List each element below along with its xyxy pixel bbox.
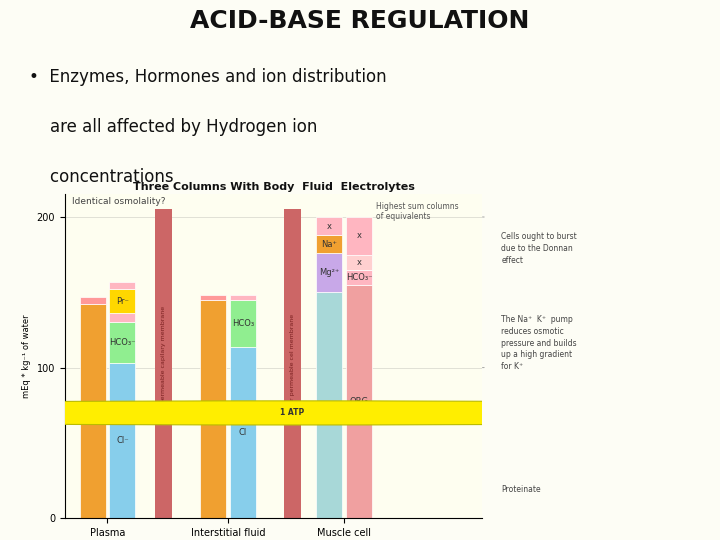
Text: x: x xyxy=(327,221,332,231)
Bar xyxy=(316,253,342,292)
Text: Proteinate: Proteinate xyxy=(501,485,541,494)
Text: Na⁺: Na⁺ xyxy=(321,240,337,248)
Text: Na⁺: Na⁺ xyxy=(85,407,101,416)
Bar xyxy=(109,313,135,322)
Text: are all affected by Hydrogen ion: are all affected by Hydrogen ion xyxy=(29,118,318,136)
Bar xyxy=(80,305,106,518)
Text: Mg²⁺: Mg²⁺ xyxy=(319,268,339,277)
Text: 3 Na⁺: 3 Na⁺ xyxy=(194,408,283,417)
Text: K⁺: K⁺ xyxy=(324,401,334,410)
Text: The Na⁺  K⁺  pump
reduces osmotic
pressure and builds
up a high gradient
for K⁺: The Na⁺ K⁺ pump reduces osmotic pressure… xyxy=(501,315,577,371)
Bar xyxy=(80,297,106,305)
Text: Cl: Cl xyxy=(239,428,247,437)
Bar xyxy=(284,210,300,518)
Text: ACID-BASE REGULATION: ACID-BASE REGULATION xyxy=(190,9,530,33)
Bar xyxy=(109,322,135,363)
Bar xyxy=(230,300,256,347)
Bar xyxy=(109,282,135,289)
Bar xyxy=(316,292,342,518)
Bar xyxy=(316,217,342,235)
Text: ORG: ORG xyxy=(349,397,369,406)
Bar xyxy=(109,363,135,518)
Bar xyxy=(230,347,256,518)
Bar xyxy=(200,295,226,300)
Bar xyxy=(346,217,372,255)
Text: HCO₃: HCO₃ xyxy=(232,319,254,328)
Text: x: x xyxy=(356,258,361,267)
Y-axis label: mEq * kg⁻¹ of water: mEq * kg⁻¹ of water xyxy=(22,315,31,398)
Bar xyxy=(346,285,372,518)
Text: Highest sum columns
of equivalents: Highest sum columns of equivalents xyxy=(376,202,459,221)
Text: x: x xyxy=(356,231,361,240)
Text: Na⁺: Na⁺ xyxy=(205,404,221,414)
Bar xyxy=(346,255,372,270)
Text: •  Enzymes, Hormones and ion distribution: • Enzymes, Hormones and ion distribution xyxy=(29,68,387,86)
Bar xyxy=(230,295,256,300)
Text: 2 K⁺: 2 K⁺ xyxy=(302,408,350,417)
Text: Water permeable cel membrane: Water permeable cel membrane xyxy=(289,314,294,416)
Text: Pr⁻: Pr⁻ xyxy=(116,297,129,306)
Circle shape xyxy=(0,401,720,425)
Text: HCO₃⁻: HCO₃⁻ xyxy=(109,339,135,347)
Text: Water permeable capilary membrane: Water permeable capilary membrane xyxy=(161,306,166,424)
Bar xyxy=(346,270,372,285)
Bar xyxy=(200,300,226,518)
Text: concentrations: concentrations xyxy=(29,167,174,186)
Text: Cells ought to burst
due to the Donnan
effect: Cells ought to burst due to the Donnan e… xyxy=(501,232,577,265)
Text: 1 ATP: 1 ATP xyxy=(280,408,305,417)
Text: Cl⁻: Cl⁻ xyxy=(116,436,129,446)
Bar xyxy=(316,235,342,253)
Text: HCO₃⁻: HCO₃⁻ xyxy=(346,273,372,282)
Bar xyxy=(109,289,135,313)
Bar xyxy=(155,210,171,518)
Text: Identical osmolality?: Identical osmolality? xyxy=(72,198,166,206)
Title: Three Columns With Body  Fluid  Electrolytes: Three Columns With Body Fluid Electrolyt… xyxy=(132,182,415,192)
